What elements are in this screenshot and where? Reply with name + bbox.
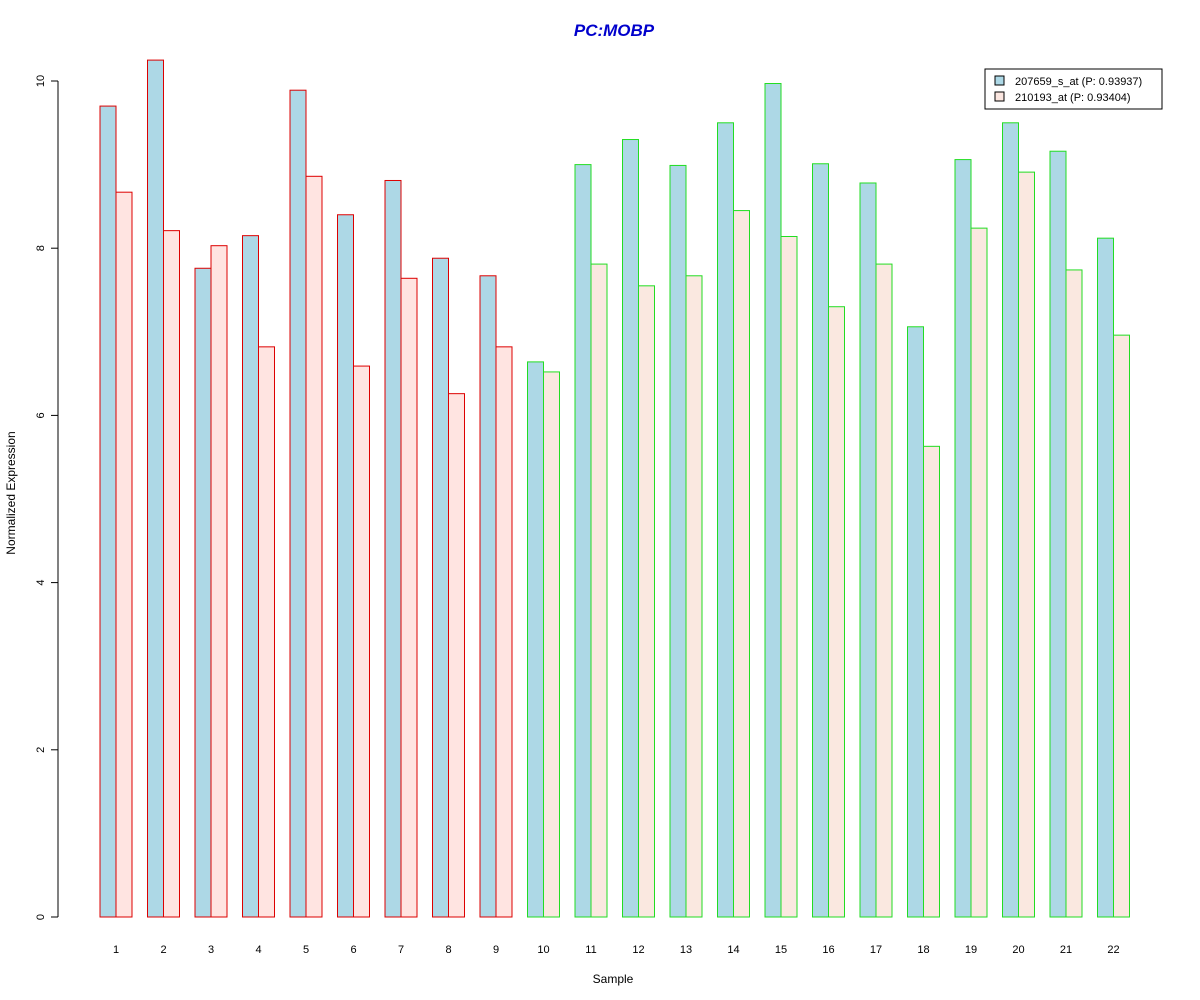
bar-series-2 (210, 245, 228, 918)
bar-series-2 (305, 175, 323, 918)
bar-series-1 (812, 163, 829, 918)
bar-series-2 (163, 230, 180, 918)
bar-series-1 (574, 164, 592, 918)
bar-series-2 (733, 210, 750, 918)
bar-series-2 (1018, 171, 1035, 918)
x-tick-label: 2 (160, 944, 166, 956)
bar-series-1 (764, 83, 782, 918)
bar-series-2 (353, 365, 370, 918)
y-tick-label: 2 (35, 747, 47, 753)
x-tick-label: 14 (727, 944, 739, 956)
bar-series-1 (337, 214, 354, 918)
bar-series-2 (923, 445, 940, 918)
y-tick-label: 0 (35, 914, 47, 920)
y-tick-label: 10 (35, 75, 47, 87)
bar-series-1 (954, 159, 972, 918)
x-tick-labels: 1 2 3 4 5 6 7 8 9 10 11 12 13 14 15 16 17 18 19 20 21 22 (113, 944, 1120, 956)
bar-series-2 (543, 371, 560, 918)
y-tick-label: 6 (35, 412, 47, 418)
x-tick-label: 12 (632, 944, 644, 956)
bar-series-2 (780, 235, 798, 918)
x-tick-label: 5 (303, 944, 309, 956)
x-tick-label: 7 (398, 944, 404, 956)
legend: 207659_s_at (P: 0.93937) 210193_at (P: 0.… (984, 68, 1163, 110)
bar-series-2 (970, 227, 988, 918)
legend-label: 207659_s_at (P: 0.93937) (1015, 76, 1142, 88)
bar-series-2 (685, 275, 703, 918)
bar-series-1 (527, 361, 544, 918)
bar-series-2 (115, 191, 133, 918)
x-tick-label: 10 (537, 944, 549, 956)
bar-series-2 (875, 263, 893, 918)
x-tick-label: 20 (1012, 944, 1024, 956)
bar-series-2 (1065, 269, 1083, 918)
bar-series-2 (638, 285, 655, 918)
x-tick-label: 22 (1107, 944, 1119, 956)
x-tick-label: 11 (585, 944, 596, 956)
bar-series-1 (622, 139, 639, 918)
bar-series-2 (1113, 334, 1130, 918)
bars-group (99, 59, 1130, 918)
x-tick-label: 19 (965, 944, 977, 956)
bar-series-1 (717, 122, 734, 918)
x-axis-label: Sample (593, 972, 634, 986)
bar-series-2 (258, 346, 275, 918)
legend-swatch (994, 91, 1005, 102)
x-tick-label: 18 (917, 944, 929, 956)
legend-box (984, 68, 1163, 110)
x-tick-label: 15 (775, 944, 787, 956)
bar-series-1 (669, 164, 687, 918)
bar-series-2 (590, 263, 608, 918)
bar-series-2 (828, 306, 845, 918)
bar-series-1 (479, 275, 497, 918)
y-tick-label: 8 (35, 245, 47, 251)
x-tick-label: 17 (870, 944, 882, 956)
bar-series-2 (495, 346, 513, 918)
bar-series-1 (194, 267, 212, 918)
y-tick-label: 4 (35, 580, 47, 586)
x-tick-label: 16 (822, 944, 834, 956)
bar-series-1 (432, 257, 449, 918)
bar-series-1 (859, 182, 877, 918)
chart-title: PC:MOBP (574, 21, 655, 40)
bar-series-1 (242, 235, 259, 918)
bar-series-1 (907, 326, 924, 918)
bar-series-1 (384, 179, 402, 918)
legend-swatch (994, 75, 1005, 86)
x-tick-label: 8 (445, 944, 451, 956)
bar-series-2 (400, 277, 418, 918)
bar-series-1 (1002, 122, 1019, 918)
legend-label: 210193_at (P: 0.93404) (1015, 92, 1131, 104)
bar-series-1 (289, 89, 307, 918)
x-tick-label: 21 (1060, 944, 1072, 956)
x-tick-label: 1 (113, 944, 119, 956)
x-tick-label: 13 (680, 944, 692, 956)
y-axis-label: Normalized Expression (4, 431, 18, 554)
bar-series-1 (1049, 150, 1067, 918)
bar-series-1 (1097, 237, 1114, 918)
bar-series-1 (147, 59, 164, 918)
bar-series-1 (99, 105, 117, 918)
x-tick-label: 9 (493, 944, 499, 956)
bar-series-2 (448, 393, 465, 918)
x-tick-label: 4 (255, 944, 261, 956)
x-tick-label: 6 (350, 944, 356, 956)
x-tick-label: 3 (208, 944, 214, 956)
y-axis: 0 2 4 6 8 10 (35, 75, 59, 920)
